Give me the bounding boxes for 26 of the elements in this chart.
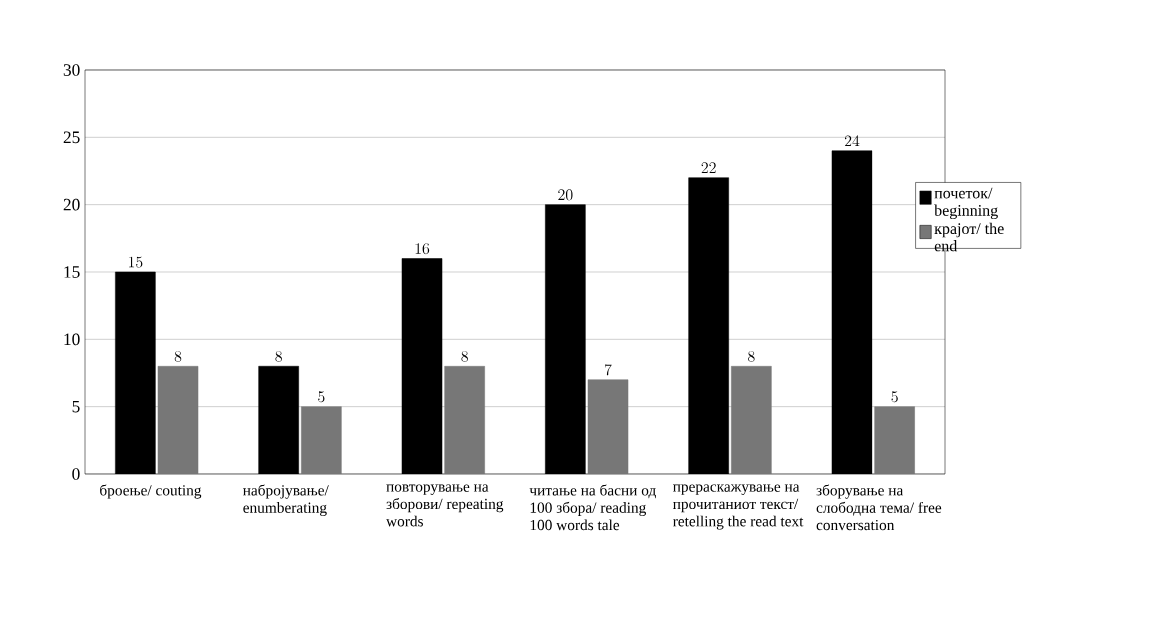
x-tick-label: читање на басни од 100 збора/ reading 100 words tale [529, 484, 656, 531]
data-label: 8 [748, 350, 755, 362]
x-tick-label: броење/ couting [100, 484, 202, 499]
data-label: 8 [461, 350, 468, 362]
data-label: 5 [891, 391, 898, 403]
data-label: 24 [844, 135, 860, 147]
data-label: 20 [558, 189, 573, 201]
x-tick-label: набројување/ enumberating [242, 484, 329, 516]
y-tick-label: 10 [64, 333, 80, 346]
y-tick-label: 30 [63, 64, 80, 76]
y-tick-label: 5 [72, 400, 80, 413]
data-label: 8 [174, 350, 182, 362]
data-label: 5 [318, 391, 325, 403]
y-tick-label: 25 [63, 131, 80, 144]
y-tick-label: 0 [72, 468, 80, 480]
x-tick-label: зборување на слободна тема/ free conversation [816, 484, 942, 531]
y-tick-label: 15 [64, 266, 80, 278]
data-label: 7 [604, 364, 612, 376]
data-label: 16 [415, 243, 430, 255]
data-label: 22 [701, 162, 716, 174]
x-tick-label: повторување на зборови/ repeating words [386, 484, 504, 527]
y-tick-label: 20 [63, 198, 80, 211]
data-label: 8 [275, 350, 282, 362]
legend-label: крајот/ the end [934, 222, 1004, 252]
x-tick-label: прераскажување на прочитаниот текст/ retelling the read text [672, 484, 804, 530]
data-label: 15 [128, 256, 143, 268]
